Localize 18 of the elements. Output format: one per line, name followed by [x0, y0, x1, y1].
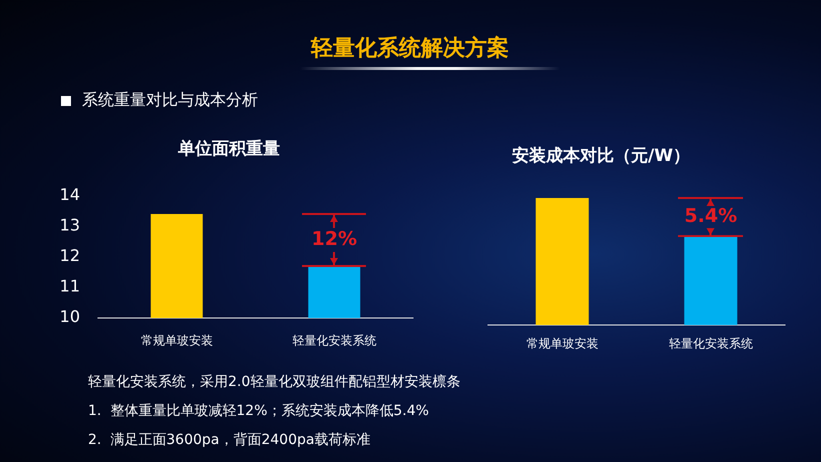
x-tick-label: 常规单玻安装: [526, 336, 598, 350]
y-tick-label: 12: [60, 246, 80, 265]
chart-title: 安装成本对比（元/W）: [512, 145, 690, 167]
text: 2. 满足正面3600pa，背面2400pa载荷标准: [88, 431, 370, 449]
y-tick-label: 11: [60, 276, 80, 296]
chart-title: 单位面积重量: [178, 138, 280, 160]
text: 轻量化安装系统，采用2.0轻量化双玻组件配铝型材安装檩条: [88, 373, 460, 391]
x-tick-label: 轻量化安装系统: [292, 333, 376, 348]
text: 轻量化系统解决方案: [310, 34, 510, 63]
text: 1. 整体重量比单玻减轻12%；系统安装成本降低5.4%: [88, 402, 429, 420]
y-tick-label: 10: [60, 307, 80, 326]
text: 系统重量对比与成本分析: [82, 90, 258, 111]
y-tick-label: 13: [60, 215, 80, 234]
annotation: 12%: [312, 228, 357, 250]
x-tick-label: 常规单玻安装: [140, 333, 213, 348]
annotation: 5.4%: [684, 204, 738, 227]
y-tick-label: 14: [60, 184, 80, 204]
x-tick-label: 轻量化安装系统: [668, 336, 753, 350]
